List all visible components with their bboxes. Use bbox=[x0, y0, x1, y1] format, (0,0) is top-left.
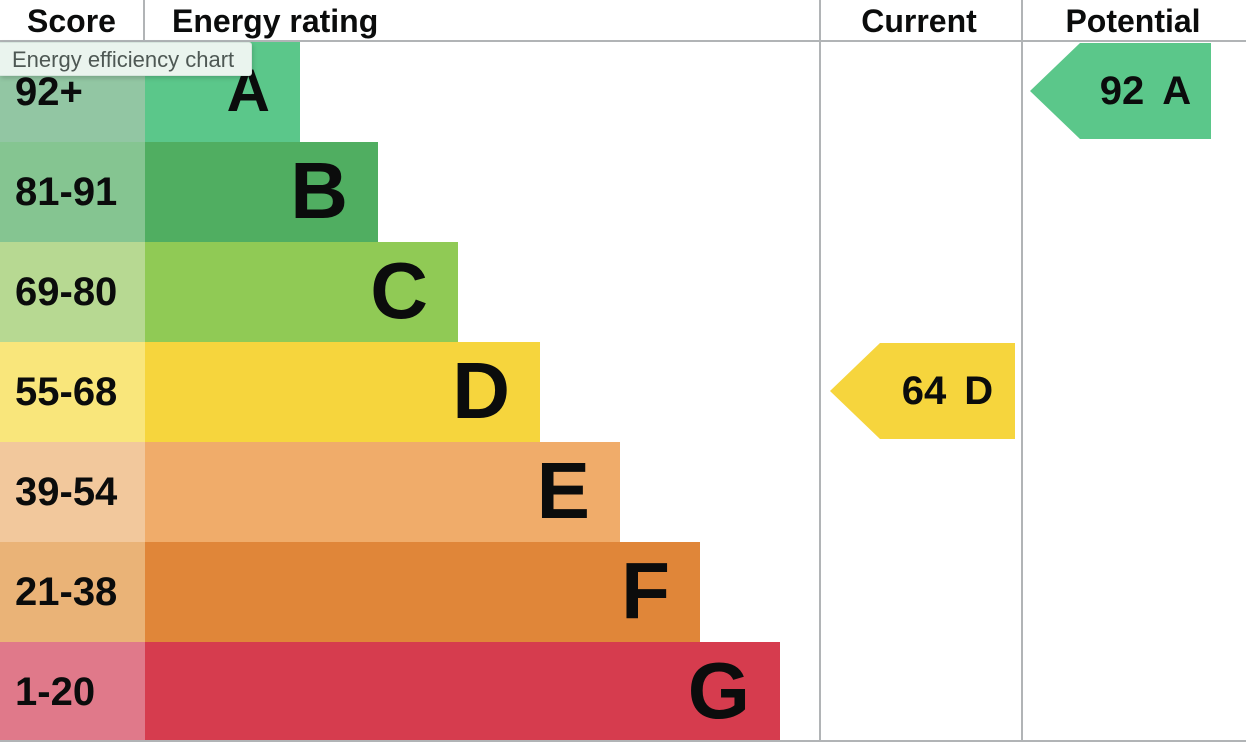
current-column-divider bbox=[819, 0, 821, 742]
chart-header-row: Score Energy rating Current Potential bbox=[0, 0, 1246, 42]
band-bar-letter: E bbox=[145, 442, 620, 542]
band-row-g: 1-20 G bbox=[0, 642, 780, 742]
current-rating-value: 64 bbox=[901, 368, 947, 413]
band-bar-letter: B bbox=[145, 142, 378, 242]
band-score-range: 39-54 bbox=[0, 442, 145, 542]
band-score-range: 81-91 bbox=[0, 142, 145, 242]
header-underline bbox=[0, 40, 1246, 42]
chart-bottom-border bbox=[0, 740, 1246, 742]
potential-rating-letter: A bbox=[1162, 68, 1192, 113]
band-bar-letter: D bbox=[145, 342, 540, 442]
band-score-range: 1-20 bbox=[0, 642, 145, 742]
band-score-range: 55-68 bbox=[0, 342, 145, 442]
band-row-c: 69-80 C bbox=[0, 242, 780, 342]
band-score-range: 21-38 bbox=[0, 542, 145, 642]
header-energy-rating: Energy rating bbox=[172, 3, 379, 39]
band-score-range: 69-80 bbox=[0, 242, 145, 342]
band-row-b: 81-91 B bbox=[0, 142, 780, 242]
band-row-d: 55-68 D bbox=[0, 342, 780, 442]
potential-rating-value: 92 bbox=[1099, 68, 1145, 113]
band-bar-letter: C bbox=[145, 242, 458, 342]
header-potential: Potential bbox=[1065, 3, 1201, 39]
rating-bands: 92+ A 81-91 B 69-80 C 55-68 D 39-54 E 21-38 F 1-20 G bbox=[0, 42, 780, 742]
potential-rating-arrow: 92 A bbox=[1030, 43, 1211, 139]
band-bar-letter: G bbox=[145, 642, 780, 742]
current-rating-letter: D bbox=[964, 368, 994, 413]
band-row-f: 21-38 F bbox=[0, 542, 780, 642]
potential-column-divider bbox=[1021, 0, 1023, 742]
current-rating-arrow: 64 D bbox=[830, 343, 1015, 439]
band-bar-letter: F bbox=[145, 542, 700, 642]
chart-hover-tooltip: Energy efficiency chart bbox=[0, 42, 253, 76]
header-current: Current bbox=[861, 3, 977, 39]
header-score: Score bbox=[0, 0, 145, 42]
band-row-e: 39-54 E bbox=[0, 442, 780, 542]
